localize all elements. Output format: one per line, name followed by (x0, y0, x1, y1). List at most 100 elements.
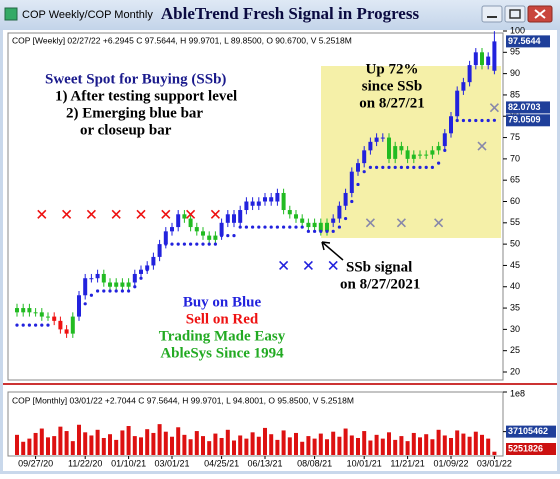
stop-dot (294, 225, 298, 229)
y-tick-label: 30 (510, 324, 520, 334)
volume-info: COP [Monthly] 03/01/22 +2.7044 C 97.5644… (12, 395, 354, 405)
y-tick-label: 65 (510, 175, 520, 185)
minimize-button[interactable] (481, 5, 503, 23)
candle-body (449, 116, 453, 134)
candle-body (21, 308, 26, 313)
window-buttons[interactable] (481, 5, 553, 23)
volume-bar (405, 441, 410, 455)
stop-dot (145, 268, 149, 272)
candle-body (368, 141, 373, 151)
x-tick-label: 11/21/21 (390, 458, 424, 468)
stop-dot (257, 225, 261, 229)
volume-bar (70, 441, 75, 455)
stop-dot (27, 323, 31, 327)
y-tick-label: 35 (510, 302, 520, 312)
candle-body (46, 316, 50, 318)
x-marker (434, 218, 444, 228)
candle-body (418, 154, 422, 156)
volume-bar (64, 431, 69, 455)
x-tick-label: 10/01/21 (347, 458, 382, 468)
stop-dot (34, 323, 38, 327)
candle-body (101, 273, 106, 283)
candle-body (287, 210, 292, 215)
stop-dot (226, 234, 230, 238)
volume-bar (418, 437, 422, 455)
stop-dot (393, 165, 397, 169)
x-tick-label: 04/25/21 (204, 458, 239, 468)
stop-dot (331, 229, 335, 233)
volume-bar (95, 429, 100, 455)
candle-body (238, 210, 243, 223)
volume-bar (132, 436, 137, 455)
stop-dot (418, 165, 422, 169)
candle-body (15, 308, 19, 313)
annotation: Trading Made Easy (159, 328, 286, 344)
stop-dot (319, 229, 323, 233)
volume-bar (281, 430, 286, 455)
annotation: Sell on Red (186, 311, 259, 327)
candle-body (163, 231, 168, 245)
volume-bar (139, 437, 143, 455)
stop-dot (182, 242, 186, 246)
candle-body (225, 214, 230, 223)
stop-dot (114, 289, 118, 293)
candle-body (442, 133, 447, 147)
stop-dot (195, 242, 199, 246)
candle-body (95, 273, 100, 279)
volume-bar (27, 438, 32, 455)
candle-body (263, 197, 267, 202)
stop-dot (275, 225, 279, 229)
volume-bar (15, 434, 19, 455)
stop-dot (288, 225, 292, 229)
x-marker (489, 103, 499, 113)
volume-bar (393, 439, 398, 455)
annotation: Buy on Blue (183, 294, 262, 310)
stop-dot (306, 229, 310, 233)
candle-body (126, 282, 131, 287)
volume-bar (387, 432, 391, 455)
candle-body (194, 227, 199, 232)
y-tick-label: 60 (510, 196, 520, 206)
volume-bar (269, 434, 274, 455)
volume-bar (436, 429, 441, 455)
stop-dot (238, 225, 242, 229)
stop-dot (139, 276, 143, 280)
volume-bar (461, 433, 466, 455)
volume-bar (157, 424, 162, 455)
candle-body (399, 146, 404, 151)
y-tick-label: 85 (510, 89, 520, 99)
volume-bar (312, 438, 317, 455)
stop-dot (89, 293, 93, 297)
stop-dot (350, 199, 354, 204)
stop-dot (474, 118, 478, 123)
stop-dot (108, 289, 112, 293)
volume-bar (430, 439, 435, 455)
volume-bar (306, 436, 311, 455)
maximize-button[interactable] (504, 5, 526, 23)
y-tick-label: 70 (510, 153, 520, 163)
stop-dot (251, 225, 255, 229)
volume-bar (108, 434, 112, 455)
x-tick-label: 08/08/21 (297, 458, 332, 468)
x-marker (477, 141, 487, 151)
stop-dot (21, 323, 25, 327)
stop-dot (133, 285, 137, 289)
x-tick-label: 11/22/20 (68, 458, 102, 468)
candle-body (455, 90, 460, 117)
annotation: 2) Emerging blue bar (66, 105, 203, 121)
volume-bar (232, 440, 236, 455)
volume-bar (349, 435, 354, 455)
y-tick-label: 25 (510, 345, 520, 355)
volume-bar (263, 427, 267, 455)
stop-dot (244, 225, 248, 229)
signal-arrow (321, 241, 344, 261)
stop-dot (102, 289, 106, 293)
volume-bar (114, 439, 119, 455)
candle-body (380, 137, 385, 139)
candle-body (331, 218, 336, 223)
candle-body (232, 214, 236, 223)
candle-body (492, 41, 497, 71)
x-tick-label: 03/01/22 (477, 458, 512, 468)
stop-dot (151, 259, 155, 263)
candle-body (157, 244, 162, 257)
